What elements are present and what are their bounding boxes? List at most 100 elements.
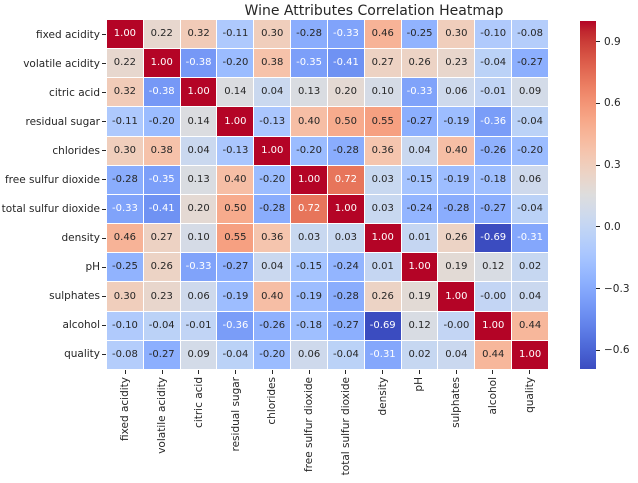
heatmap-cell: -0.04	[475, 49, 512, 78]
heatmap-cell: 0.30	[438, 20, 475, 49]
heatmap-cell: 0.30	[254, 20, 291, 49]
colorbar-tick-label: −0.3	[604, 282, 630, 295]
heatmap-cell: 0.04	[254, 253, 291, 282]
y-tick-mark	[102, 63, 106, 65]
x-axis-label-text: volatile acidity	[156, 377, 169, 454]
heatmap-cell: 0.03	[291, 224, 327, 253]
y-axis-label: quality	[64, 348, 100, 361]
heatmap-cell: 0.06	[180, 282, 217, 311]
heatmap-cell: -0.26	[254, 311, 291, 340]
heatmap-cell: -0.04	[327, 340, 364, 369]
heatmap-cell: -0.00	[438, 311, 475, 340]
heatmap-cell: -0.00	[475, 282, 512, 311]
heatmap-cell: 0.14	[217, 78, 254, 107]
heatmap-cell: -0.31	[364, 340, 401, 369]
x-axis-label-text: alcohol	[486, 377, 499, 415]
y-axis-label: sulphates	[49, 290, 100, 303]
x-axis-labels: fixed acidity volatile acidity citric acid…	[107, 377, 548, 483]
y-tick-mark	[102, 150, 106, 152]
x-axis-label-text: quality	[523, 377, 536, 413]
colorbar-tick-label: 0.0	[604, 220, 621, 233]
chart-title: Wine Attributes Correlation Heatmap	[244, 3, 504, 19]
x-tick-mark	[345, 370, 347, 374]
x-axis-label-text: free sulfur dioxide	[303, 377, 316, 473]
y-axis-label: volatile acidity	[23, 57, 100, 70]
heatmap-cell: 1.00	[180, 78, 217, 107]
heatmap-cell: 1.00	[291, 165, 327, 194]
heatmap-cell: 0.38	[143, 136, 180, 165]
x-tick-mark	[455, 370, 457, 374]
x-axis-label: quality	[511, 377, 548, 483]
heatmap-cell: 0.04	[254, 78, 291, 107]
colorbar-tick-label: 0.3	[604, 159, 621, 172]
colorbar-tick-mark	[596, 288, 600, 290]
colorbar-gradient	[580, 21, 596, 369]
heatmap-cell: 0.20	[327, 78, 364, 107]
heatmap-cell: 0.26	[438, 224, 475, 253]
heatmap-cell: -0.27	[512, 49, 548, 78]
x-axis-label: chlorides	[254, 377, 291, 483]
colorbar-tick-mark	[596, 226, 600, 228]
heatmap-cell: 0.46	[107, 224, 143, 253]
y-axis-label: citric acid	[49, 86, 100, 99]
x-axis-label-text: total sulfur dioxide	[339, 377, 352, 476]
heatmap-cell: -0.19	[291, 282, 327, 311]
heatmap-cell: 0.32	[107, 78, 143, 107]
y-tick-mark	[102, 208, 106, 210]
heatmap-cell: 0.03	[364, 194, 401, 224]
heatmap-cell: -0.24	[401, 194, 438, 224]
heatmap-cell: -0.27	[475, 194, 512, 224]
heatmap-grid: 1.00 0.22 0.32 -0.11 0.30 -0.28 -0.33 0.46 -0.25…	[107, 20, 548, 369]
heatmap-cell: 0.19	[438, 253, 475, 282]
heatmap-cell: -0.28	[107, 165, 143, 194]
heatmap-cell: -0.01	[180, 311, 217, 340]
colorbar-tick-label: 0.9	[604, 35, 621, 48]
heatmap-cell: -0.28	[291, 20, 327, 49]
heatmap-cell: -0.11	[217, 20, 254, 49]
heatmap-cell: -0.28	[327, 136, 364, 165]
heatmap-cell: 0.55	[217, 224, 254, 253]
heatmap-cell: 0.36	[364, 136, 401, 165]
heatmap-cell: -0.15	[291, 253, 327, 282]
heatmap-cell: -0.38	[180, 49, 217, 78]
y-tick-mark	[102, 121, 106, 123]
x-axis-label-text: pH	[413, 377, 426, 392]
heatmap-cell: 0.40	[291, 107, 327, 136]
y-axis-label: fixed acidity	[35, 28, 100, 41]
heatmap-cell: 1.00	[254, 136, 291, 165]
heatmap-cell: 0.12	[475, 253, 512, 282]
x-axis-label-text: chlorides	[266, 377, 279, 425]
heatmap-cell: 0.09	[180, 340, 217, 369]
heatmap-cell: 0.04	[512, 282, 548, 311]
x-axis-label-text: citric acid	[192, 377, 205, 428]
x-axis-label: fixed acidity	[107, 377, 144, 483]
x-axis-label: free sulfur dioxide	[291, 377, 328, 483]
heatmap-cell: -0.15	[401, 165, 438, 194]
heatmap-cell: -0.25	[401, 20, 438, 49]
y-axis-labels: fixed acidity volatile acidity citric acid…	[0, 20, 100, 369]
x-axis-label: alcohol	[475, 377, 512, 483]
heatmap-cell: 0.19	[401, 282, 438, 311]
y-axis-label: chlorides	[52, 144, 100, 157]
heatmap-cell: -0.25	[107, 253, 143, 282]
heatmap-cell: 1.00	[475, 311, 512, 340]
heatmap-cell: -0.20	[254, 165, 291, 194]
heatmap-cell: 0.38	[254, 49, 291, 78]
heatmap-cell: -0.19	[438, 107, 475, 136]
colorbar: 0.9 0.6 0.3 0.0 −0.3 −0.6	[580, 21, 638, 369]
colorbar-tick-mark	[596, 102, 600, 104]
y-axis-label: density	[61, 232, 101, 245]
heatmap-cell: -0.20	[143, 107, 180, 136]
heatmap-cell: 0.44	[512, 311, 548, 340]
heatmap-cell: 0.40	[217, 165, 254, 194]
heatmap-cell: -0.33	[327, 20, 364, 49]
heatmap-cell: 0.36	[254, 224, 291, 253]
x-axis-label-text: fixed acidity	[119, 377, 132, 442]
heatmap-cell: -0.28	[254, 194, 291, 224]
colorbar-tick-label: −0.6	[604, 344, 630, 357]
heatmap-cell: -0.36	[475, 107, 512, 136]
x-tick-mark	[492, 370, 494, 374]
heatmap-cell: 0.06	[512, 165, 548, 194]
heatmap-cell: -0.24	[327, 253, 364, 282]
